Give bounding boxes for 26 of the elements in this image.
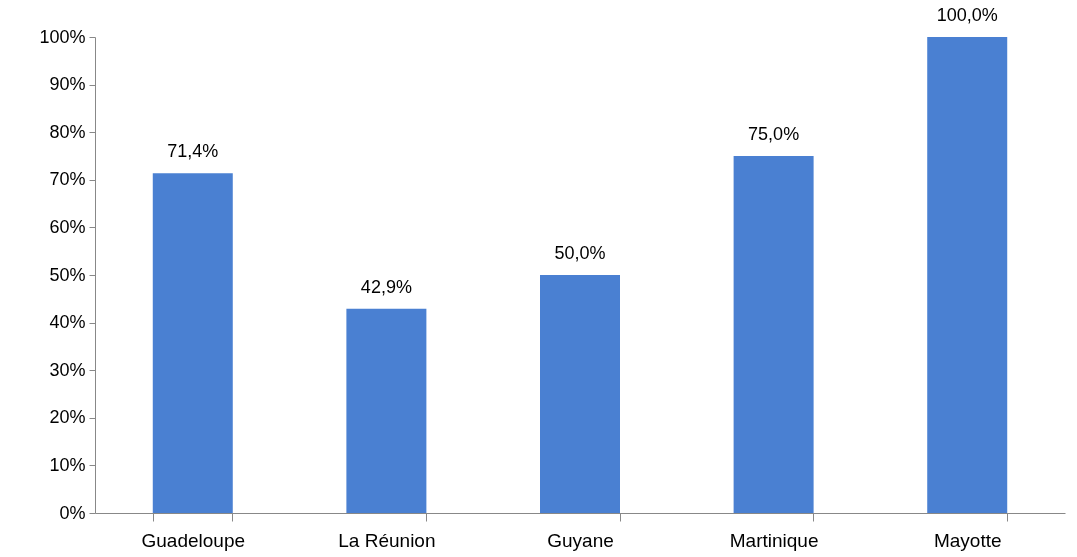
x-tick-label: Martinique bbox=[729, 529, 819, 551]
bar bbox=[927, 37, 1008, 513]
y-tick-label: 60% bbox=[49, 216, 86, 237]
data-label: 50,0% bbox=[554, 243, 606, 263]
y-tick-label: 80% bbox=[49, 121, 86, 142]
data-label: 42,9% bbox=[360, 276, 412, 297]
x-tick-label: Mayotte bbox=[933, 529, 1002, 551]
y-tick-label: 50% bbox=[49, 264, 86, 285]
y-tick-label: 0% bbox=[59, 502, 86, 523]
y-tick-label: 10% bbox=[49, 454, 86, 475]
bar bbox=[540, 275, 620, 513]
data-label: 100,0% bbox=[936, 5, 998, 25]
y-tick-label: 100% bbox=[39, 26, 86, 47]
y-tick-label: 90% bbox=[49, 74, 86, 95]
x-tick-label: La Réunion bbox=[338, 529, 436, 551]
bar bbox=[733, 156, 814, 513]
y-tick-label: 70% bbox=[49, 169, 86, 190]
x-tick-label: Guyane bbox=[547, 529, 614, 551]
data-label: 71,4% bbox=[167, 141, 219, 162]
bar bbox=[346, 308, 427, 513]
y-tick-label: 30% bbox=[49, 359, 86, 380]
y-tick-label: 20% bbox=[49, 407, 86, 428]
bar bbox=[152, 173, 233, 513]
y-tick-label: 40% bbox=[49, 312, 86, 333]
x-tick-label: Guadeloupe bbox=[141, 529, 246, 551]
data-label: 75,0% bbox=[748, 124, 800, 144]
